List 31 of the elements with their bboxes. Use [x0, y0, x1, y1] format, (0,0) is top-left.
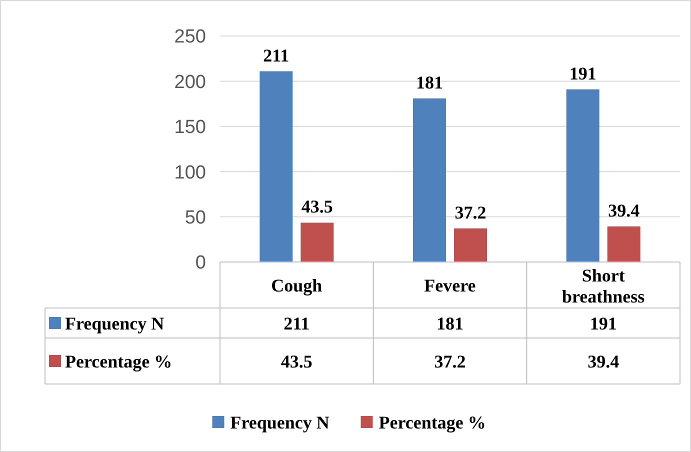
- annotation: 43.5: [301, 196, 333, 217]
- annotation: 37.2: [454, 202, 486, 222]
- legend-label: Percentage %: [378, 412, 486, 432]
- text: Frequency N: [230, 412, 330, 432]
- annotation: 181: [416, 72, 443, 92]
- y-tick-label: 150: [174, 117, 206, 138]
- y-tick-label: 250: [174, 26, 206, 48]
- bar: [566, 89, 600, 262]
- text: Percentage %: [65, 351, 172, 372]
- y-tick-label: 0: [195, 252, 206, 274]
- annotation: 211: [263, 45, 290, 66]
- legend-label: Frequency N: [65, 313, 164, 334]
- bar: [454, 228, 487, 262]
- x-tick-label: Cough: [271, 275, 322, 296]
- bar: [300, 222, 334, 262]
- annotation: 191: [569, 63, 596, 84]
- y-tick-label: 100: [174, 162, 206, 184]
- y-tick-label: 50: [184, 207, 206, 228]
- bar: [260, 71, 293, 262]
- data-label: 191: [590, 313, 617, 334]
- x-tick-label: Fevere: [424, 275, 476, 296]
- data-label: 37.2: [434, 351, 466, 372]
- annotation: 39.4: [608, 200, 640, 220]
- bar: [607, 226, 640, 262]
- x-tick-label: Short breathness: [562, 265, 645, 306]
- data-label: 211: [284, 313, 310, 334]
- data-label: 39.4: [588, 351, 620, 372]
- y-tick-label: 200: [174, 72, 206, 93]
- data-label: 181: [436, 313, 464, 334]
- bar: [413, 98, 446, 262]
- data-label: 43.5: [280, 351, 312, 372]
